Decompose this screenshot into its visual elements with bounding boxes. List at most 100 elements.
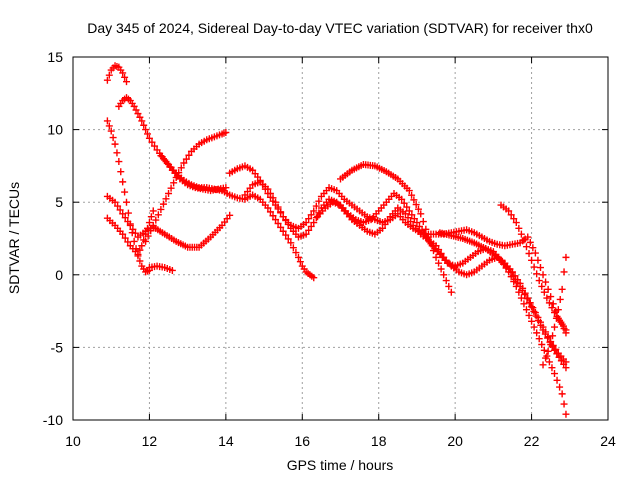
- data-point: [148, 138, 156, 146]
- data-point: [445, 282, 453, 290]
- data-point: [548, 304, 556, 312]
- series-sat-h: [157, 152, 318, 282]
- data-point: [530, 263, 538, 271]
- data-point: [182, 155, 190, 163]
- data-point: [315, 197, 323, 205]
- data-point: [109, 134, 117, 142]
- data-point: [119, 69, 127, 77]
- x-tick-labels: 10 12 14 16 18 20 22 24: [65, 433, 616, 449]
- series-sat-c: [145, 262, 176, 274]
- data-point: [525, 299, 533, 307]
- data-point: [381, 220, 389, 228]
- y-tick-label: 5: [55, 194, 63, 210]
- data-point: [180, 159, 188, 167]
- data-point: [138, 117, 146, 125]
- data-point: [447, 288, 455, 296]
- data-point: [115, 158, 123, 166]
- data-point: [266, 189, 274, 197]
- data-point: [185, 151, 193, 159]
- data-point: [142, 126, 150, 134]
- data-point: [111, 140, 119, 148]
- data-point: [282, 231, 290, 239]
- series-sat-o: [436, 229, 570, 372]
- data-point: [310, 207, 318, 215]
- data-point: [287, 239, 295, 247]
- data-point: [105, 122, 113, 130]
- data-point: [551, 323, 558, 331]
- data-point: [165, 189, 173, 197]
- data-point: [284, 235, 292, 243]
- data-point: [405, 207, 413, 215]
- data-point: [537, 321, 545, 329]
- x-tick-label: 22: [524, 433, 540, 449]
- data-point: [168, 266, 176, 274]
- data-point: [119, 230, 127, 238]
- data-point: [266, 208, 274, 216]
- data-point: [142, 237, 150, 245]
- data-point: [126, 221, 134, 229]
- data-point: [544, 347, 552, 355]
- data-point: [124, 238, 132, 246]
- data-point: [136, 257, 144, 265]
- data-point: [515, 224, 523, 232]
- data-point: [401, 210, 409, 218]
- data-point: [528, 317, 536, 325]
- data-point: [523, 295, 531, 303]
- data-point: [516, 282, 524, 290]
- data-point: [269, 212, 277, 220]
- data-point: [134, 110, 142, 118]
- data-point: [296, 258, 304, 266]
- series-sat-e: [103, 192, 234, 251]
- data-point: [542, 354, 550, 362]
- data-point: [384, 217, 392, 225]
- data-point: [305, 215, 313, 223]
- data-point: [145, 219, 153, 227]
- data-point: [103, 76, 111, 84]
- data-point: [119, 210, 127, 218]
- data-point: [138, 242, 146, 250]
- data-point: [525, 311, 533, 319]
- series-sat-n: [539, 253, 570, 369]
- data-point: [277, 223, 285, 231]
- data-point: [549, 300, 557, 308]
- data-point: [556, 383, 564, 391]
- data-point: [282, 217, 290, 225]
- data-point: [423, 234, 431, 242]
- data-point: [307, 222, 315, 230]
- data-point: [170, 179, 178, 187]
- data-point: [130, 102, 138, 110]
- data-point: [529, 304, 537, 312]
- series-sat-b: [103, 117, 153, 276]
- data-point: [530, 323, 538, 331]
- data-point: [123, 198, 130, 206]
- data-point: [552, 314, 560, 322]
- data-point: [562, 410, 570, 418]
- data-point: [312, 202, 320, 210]
- data-point: [272, 198, 280, 206]
- data-point: [113, 149, 121, 157]
- data-point: [560, 400, 568, 408]
- data-point: [532, 312, 540, 320]
- data-point: [512, 219, 520, 227]
- data-point: [521, 291, 529, 299]
- data-point: [421, 230, 429, 238]
- data-point: [294, 253, 302, 261]
- data-point: [131, 229, 139, 237]
- data-point: [522, 243, 530, 251]
- series-sat-g: [142, 129, 230, 245]
- data-point: [167, 184, 175, 192]
- data-point: [117, 168, 125, 176]
- y-tick-label: 15: [47, 49, 63, 65]
- chart-title: Day 345 of 2024, Sidereal Day-to-day VTE…: [87, 20, 593, 36]
- data-point: [538, 340, 546, 348]
- data-point: [107, 127, 115, 135]
- data-point: [144, 130, 152, 138]
- x-tick-label: 14: [218, 433, 234, 449]
- data-point: [539, 271, 547, 279]
- data-point: [551, 309, 558, 317]
- y-axis-label: SDTVAR / TECUs: [6, 182, 22, 294]
- data-point: [536, 264, 544, 272]
- data-point: [312, 214, 320, 222]
